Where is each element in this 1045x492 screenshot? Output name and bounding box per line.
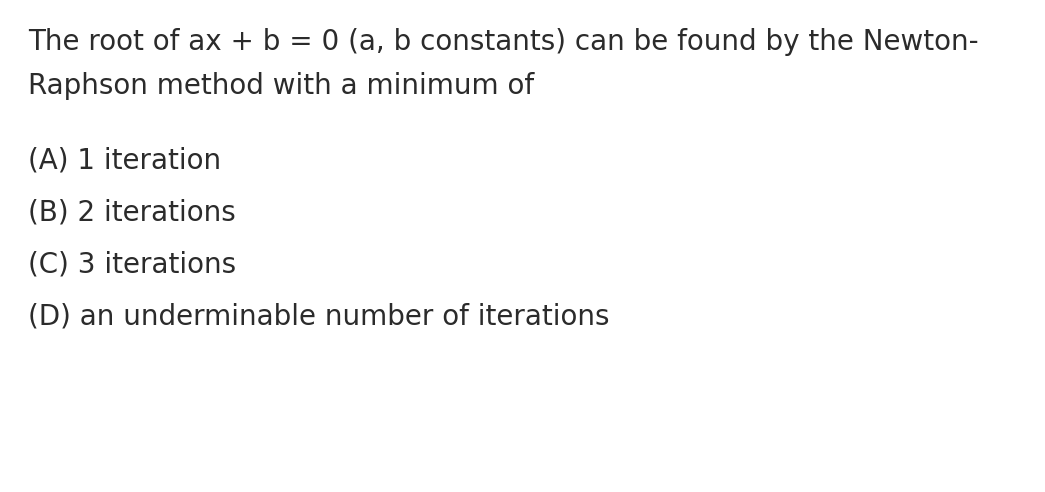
Text: (B) 2 iterations: (B) 2 iterations <box>28 198 236 226</box>
Text: (D) an underminable number of iterations: (D) an underminable number of iterations <box>28 302 609 330</box>
Text: The root of ax + b = 0 (a, b constants) can be found by the Newton-: The root of ax + b = 0 (a, b constants) … <box>28 28 978 56</box>
Text: Raphson method with a minimum of: Raphson method with a minimum of <box>28 72 534 100</box>
Text: (A) 1 iteration: (A) 1 iteration <box>28 146 222 174</box>
Text: (C) 3 iterations: (C) 3 iterations <box>28 250 236 278</box>
